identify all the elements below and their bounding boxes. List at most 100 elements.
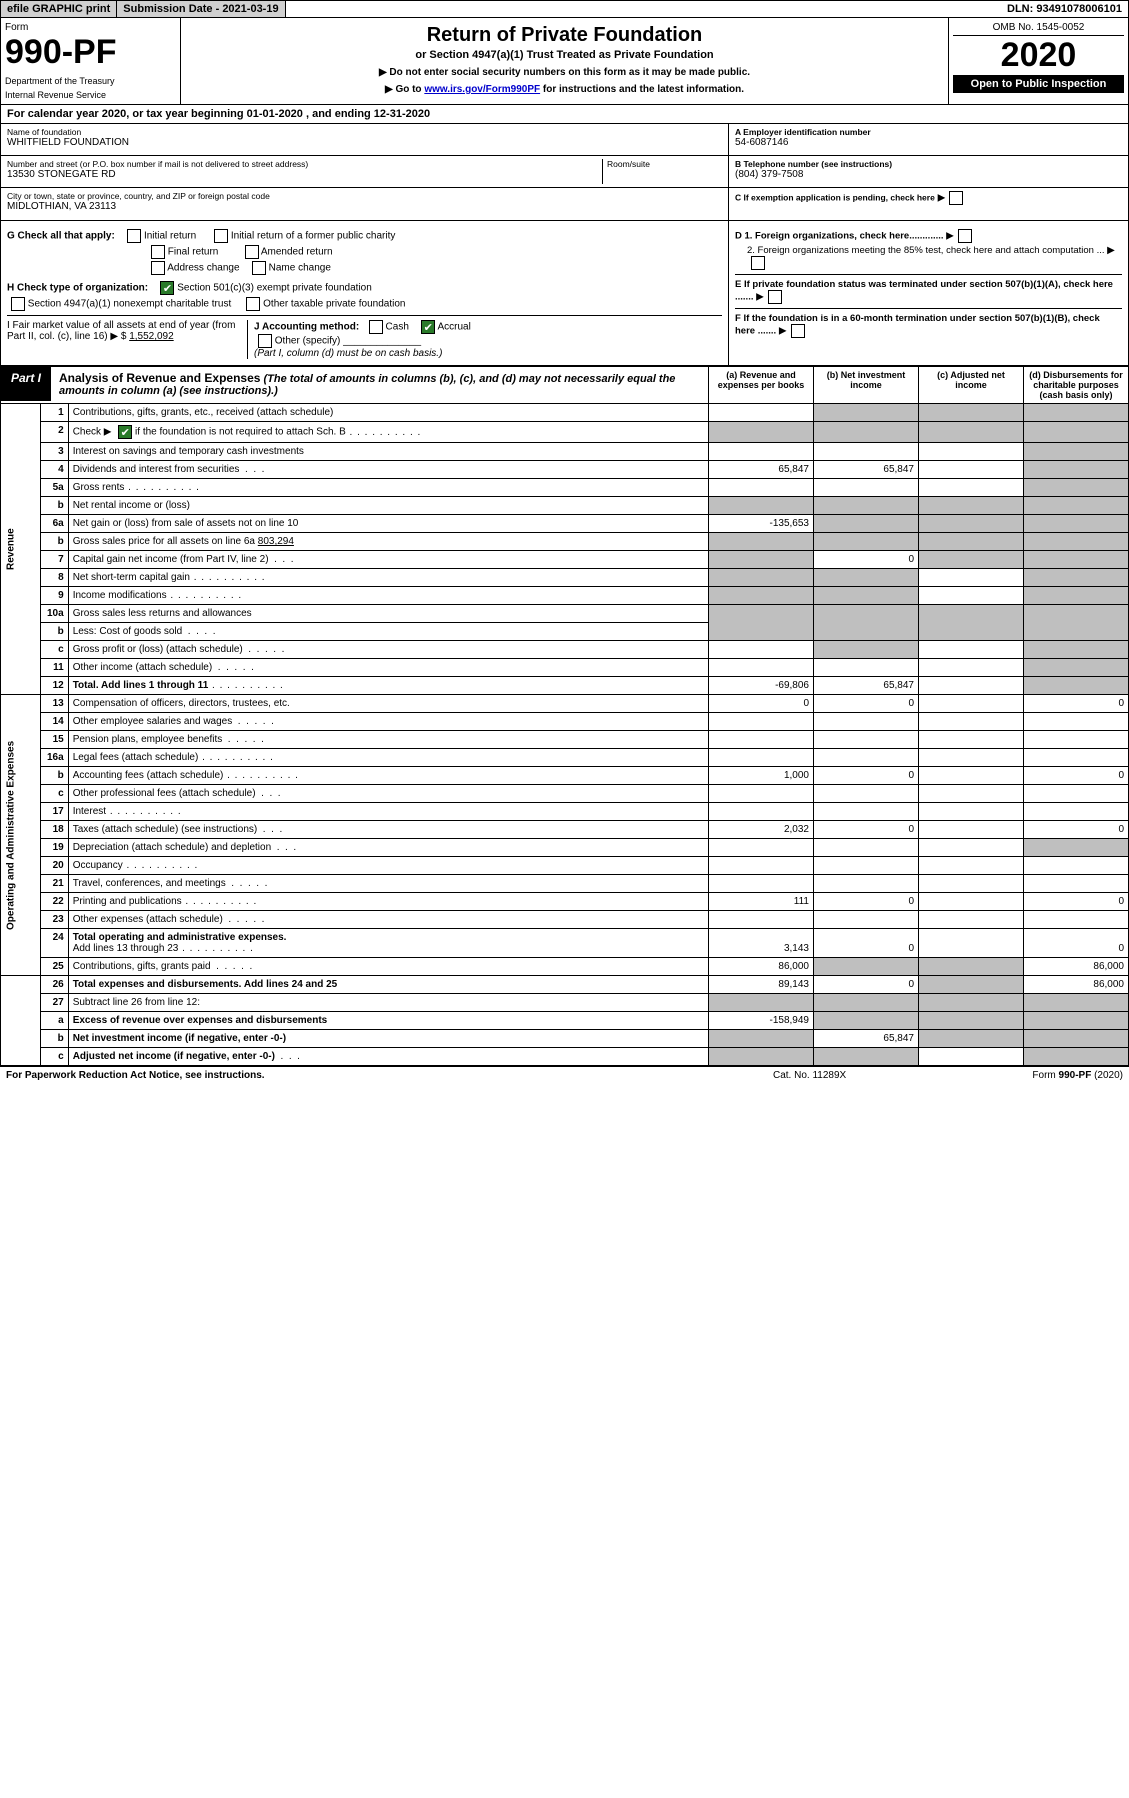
line-num: 18: [40, 821, 68, 839]
table-row: 9Income modifications: [1, 587, 1129, 605]
amt-d: 0: [1024, 893, 1129, 911]
j-label: J Accounting method:: [254, 322, 359, 333]
line-num: 13: [40, 695, 68, 713]
addr-label: Number and street (or P.O. box number if…: [7, 159, 602, 169]
street-address: 13530 STONEGATE RD: [7, 169, 602, 180]
line-desc: Net investment income (if negative, ente…: [73, 1033, 286, 1044]
checkbox-addr-change[interactable]: [151, 261, 165, 275]
line-desc: Gross sales price for all assets on line…: [73, 536, 255, 547]
line-desc: Compensation of officers, directors, tru…: [68, 695, 708, 713]
line-desc: Printing and publications: [73, 896, 182, 907]
table-row: bNet rental income or (loss): [1, 497, 1129, 515]
checkbox-c[interactable]: [949, 191, 963, 205]
opt-initial: Initial return: [144, 231, 196, 242]
table-row: 21Travel, conferences, and meetings . . …: [1, 875, 1129, 893]
line-desc: Less: Cost of goods sold: [73, 626, 183, 637]
line-num: 2: [40, 422, 68, 443]
table-row: 26Total expenses and disbursements. Add …: [1, 976, 1129, 994]
table-row: 12Total. Add lines 1 through 11-69,80665…: [1, 677, 1129, 695]
table-row: 11Other income (attach schedule) . . . .…: [1, 659, 1129, 677]
tel-label: B Telephone number (see instructions): [735, 159, 1122, 169]
h-label: H Check type of organization:: [7, 283, 148, 294]
form990pf-link[interactable]: www.irs.gov/Form990PF: [424, 84, 540, 95]
line-desc: Net gain or (loss) from sale of assets n…: [68, 515, 708, 533]
table-row: 17Interest: [1, 803, 1129, 821]
line-num: 24: [40, 929, 68, 958]
line-num: 14: [40, 713, 68, 731]
table-row: 18Taxes (attach schedule) (see instructi…: [1, 821, 1129, 839]
part1-table: Part I Analysis of Revenue and Expenses …: [0, 366, 1129, 1066]
line-desc: Total expenses and disbursements. Add li…: [73, 979, 338, 990]
checkbox-final[interactable]: [151, 245, 165, 259]
line-desc2: Add lines 13 through 23: [73, 943, 179, 954]
checkbox-f[interactable]: [791, 324, 805, 338]
table-row: bAccounting fees (attach schedule)1,0000…: [1, 767, 1129, 785]
line-desc: Depreciation (attach schedule) and deple…: [73, 842, 271, 853]
checkbox-501c3[interactable]: ✔: [160, 281, 174, 295]
line-num: c: [40, 1048, 68, 1066]
checkbox-initial-former[interactable]: [214, 229, 228, 243]
table-row: 10aGross sales less returns and allowanc…: [1, 605, 1129, 623]
section-d2: 2. Foreign organizations meeting the 85%…: [747, 245, 1105, 256]
form-header: Form 990-PF Department of the Treasury I…: [0, 18, 1129, 105]
table-row: 19 Depreciation (attach schedule) and dep…: [1, 839, 1129, 857]
goto-post: for instructions and the latest informat…: [540, 84, 744, 95]
table-row: 25Contributions, gifts, grants paid . . …: [1, 958, 1129, 976]
table-row: cAdjusted net income (if negative, enter…: [1, 1048, 1129, 1066]
form-number: 990-PF: [5, 33, 176, 72]
checkbox-cash[interactable]: [369, 320, 383, 334]
table-row: 8Net short-term capital gain: [1, 569, 1129, 587]
checkbox-d1[interactable]: [958, 229, 972, 243]
line-num: 19: [40, 839, 68, 857]
line-num: 12: [40, 677, 68, 695]
line-desc: Other expenses (attach schedule): [73, 914, 223, 925]
line-desc: Check ▶: [73, 427, 115, 438]
line-desc: Dividends and interest from securities: [73, 464, 240, 475]
omb-number: OMB No. 1545-0052: [953, 22, 1124, 36]
table-row: bLess: Cost of goods sold . . . .: [1, 623, 1129, 641]
line-num: 10a: [40, 605, 68, 623]
table-row: bNet investment income (if negative, ent…: [1, 1030, 1129, 1048]
amt-b: 0: [814, 767, 919, 785]
line-6b-val: 803,294: [258, 536, 294, 547]
line-num: 20: [40, 857, 68, 875]
fmv-value: 1,552,092: [129, 331, 174, 342]
table-row: 2 Check ▶ ✔ if the foundation is not req…: [1, 422, 1129, 443]
table-row: aExcess of revenue over expenses and dis…: [1, 1012, 1129, 1030]
table-row: cOther professional fees (attach schedul…: [1, 785, 1129, 803]
dept-treasury: Department of the Treasury: [5, 76, 176, 86]
checkbox-e[interactable]: [768, 290, 782, 304]
checkbox-d2[interactable]: [751, 256, 765, 270]
opt-other-tax: Other taxable private foundation: [263, 299, 405, 310]
checkbox-4947[interactable]: [11, 297, 25, 311]
city-label: City or town, state or province, country…: [7, 191, 722, 201]
amt-d: 0: [1024, 767, 1129, 785]
line-num: c: [40, 641, 68, 659]
checkbox-accrual[interactable]: ✔: [421, 320, 435, 334]
checkbox-other-taxable[interactable]: [246, 297, 260, 311]
amt-a: 3,143: [709, 929, 814, 958]
form-subtitle: or Section 4947(a)(1) Trust Treated as P…: [187, 49, 942, 61]
amt-a: 111: [709, 893, 814, 911]
tax-year: 2020: [953, 36, 1124, 75]
table-row: bGross sales price for all assets on lin…: [1, 533, 1129, 551]
opt-cash: Cash: [386, 322, 409, 333]
calendar-year-line: For calendar year 2020, or tax year begi…: [0, 105, 1129, 124]
checkbox-amended[interactable]: [245, 245, 259, 259]
checkbox-initial-return[interactable]: [127, 229, 141, 243]
amt-b: 0: [814, 893, 919, 911]
efile-print-button[interactable]: efile GRAPHIC print: [1, 1, 117, 17]
line-desc2: if the foundation is not required to att…: [132, 427, 345, 438]
checkbox-sch-b[interactable]: ✔: [118, 425, 132, 439]
line-num: 8: [40, 569, 68, 587]
line-desc: Total. Add lines 1 through 11: [73, 680, 209, 691]
checkbox-name-change[interactable]: [252, 261, 266, 275]
g-label: G Check all that apply:: [7, 231, 115, 242]
form-title: Return of Private Foundation: [187, 24, 942, 47]
checkbox-other-method[interactable]: [258, 334, 272, 348]
line-num: 1: [40, 404, 68, 422]
line-desc: Accounting fees (attach schedule): [73, 770, 224, 781]
opt-accrual: Accrual: [437, 322, 470, 333]
amt-a: 0: [709, 695, 814, 713]
open-to-public: Open to Public Inspection: [953, 75, 1124, 93]
